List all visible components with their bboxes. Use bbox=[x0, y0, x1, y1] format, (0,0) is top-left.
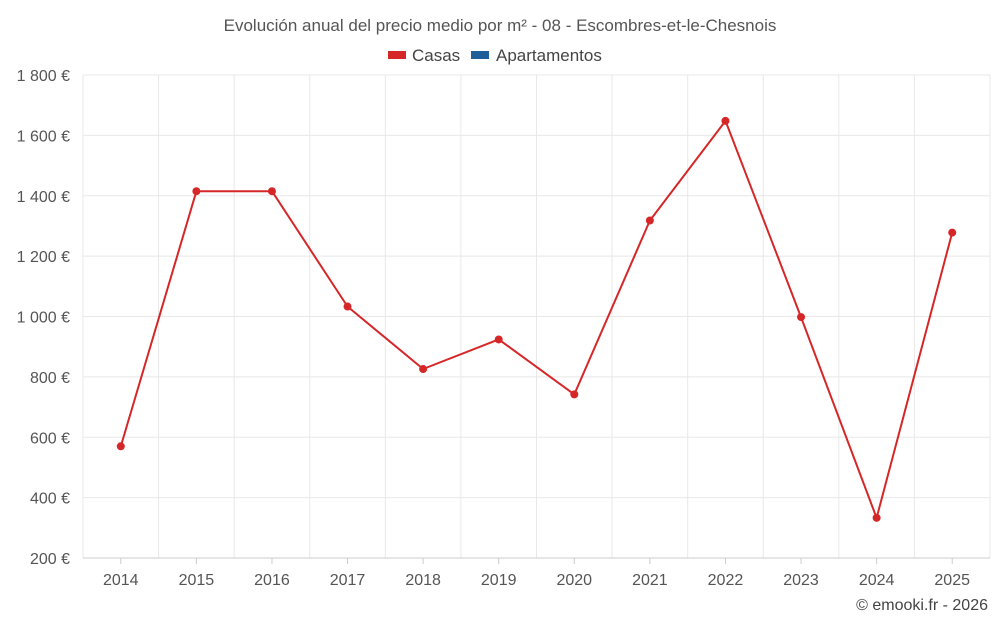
data-point[interactable] bbox=[419, 365, 428, 374]
data-point[interactable] bbox=[570, 390, 579, 399]
y-tick-label: 1 600 € bbox=[17, 128, 70, 145]
y-tick-label: 1 200 € bbox=[17, 249, 70, 266]
gridlines bbox=[82, 74, 991, 558]
x-tick-label: 2017 bbox=[330, 572, 366, 589]
x-axis-ticks: 2014 2015 2016 2017 2018 2019 2020 2021 2022 2023… bbox=[103, 572, 970, 589]
data-point[interactable] bbox=[267, 187, 276, 196]
x-tick-label: 2022 bbox=[708, 572, 744, 589]
series-casas bbox=[116, 116, 957, 522]
data-point[interactable] bbox=[494, 335, 503, 344]
series-line-casas bbox=[119, 119, 954, 519]
y-tick-label: 1 000 € bbox=[17, 310, 70, 327]
data-point[interactable] bbox=[797, 313, 806, 322]
axes bbox=[83, 557, 990, 564]
chart-title: Evolución anual del precio medio por m² … bbox=[224, 16, 777, 35]
y-tick-label: 600 € bbox=[30, 430, 70, 447]
x-tick-label: 2021 bbox=[632, 572, 668, 589]
x-tick-label: 2015 bbox=[179, 572, 215, 589]
credit-text: © emooki.fr - 2026 bbox=[856, 597, 988, 614]
y-axis-ticks: 1 800 € 1 600 € 1 400 € 1 200 € 1 000 € 800 €… bbox=[17, 68, 70, 568]
x-tick-label: 2016 bbox=[254, 572, 290, 589]
x-tick-label: 2025 bbox=[934, 572, 970, 589]
x-tick-label: 2024 bbox=[859, 572, 895, 589]
x-tick-label: 2014 bbox=[103, 572, 139, 589]
legend: Casas Apartamentos bbox=[388, 46, 602, 65]
data-point[interactable] bbox=[343, 302, 352, 311]
data-point[interactable] bbox=[872, 513, 881, 522]
y-tick-label: 200 € bbox=[30, 551, 70, 568]
x-tick-label: 2018 bbox=[405, 572, 441, 589]
data-point[interactable] bbox=[192, 187, 201, 196]
data-point[interactable] bbox=[721, 116, 730, 125]
x-tick-label: 2020 bbox=[556, 572, 592, 589]
data-point[interactable] bbox=[645, 216, 654, 225]
y-tick-label: 800 € bbox=[30, 370, 70, 387]
data-point[interactable] bbox=[948, 228, 957, 237]
y-tick-label: 1 800 € bbox=[17, 68, 70, 85]
legend-swatch-casas bbox=[388, 51, 406, 59]
legend-item-casas[interactable]: Casas bbox=[388, 46, 460, 65]
legend-label-apartamentos: Apartamentos bbox=[496, 46, 602, 65]
legend-swatch-apartamentos bbox=[471, 51, 489, 59]
legend-label-casas: Casas bbox=[412, 46, 460, 65]
x-tick-label: 2023 bbox=[783, 572, 819, 589]
x-tick-label: 2019 bbox=[481, 572, 517, 589]
data-point[interactable] bbox=[116, 442, 125, 451]
legend-item-apartamentos[interactable]: Apartamentos bbox=[471, 46, 602, 65]
y-tick-label: 400 € bbox=[30, 491, 70, 508]
y-tick-label: 1 400 € bbox=[17, 189, 70, 206]
